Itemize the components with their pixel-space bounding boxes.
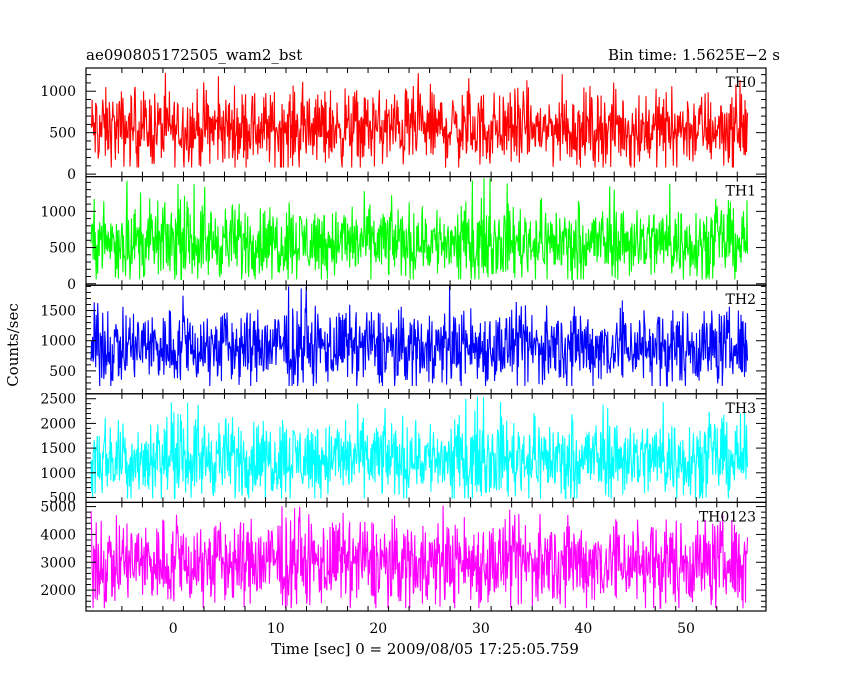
panel-th3: 500 1000 1500 2000 2500 TH3	[40, 392, 767, 506]
y-tick-label: 500	[49, 364, 76, 380]
y-tick-label: 1500	[40, 441, 76, 457]
y-tick-label: 500	[49, 241, 76, 257]
series-th0-line	[90, 72, 749, 168]
y-tick-label: 1000	[40, 334, 76, 350]
panels-group: 0 500 1000 TH0 0 500 1000 TH1 500 1000 1500 TH2 500 1…	[40, 67, 767, 612]
y-tick-label: 1000	[40, 204, 76, 220]
x-tick-label: 50	[677, 621, 695, 637]
panel-th1: 0 500 1000 TH1	[40, 176, 767, 293]
panel-th0: 0 500 1000 TH0	[40, 67, 767, 183]
y-tick-label: 1000	[40, 466, 76, 482]
panel-label-th2: TH2	[726, 292, 756, 308]
panel-label-th0: TH0	[726, 75, 756, 91]
y-tick-label: 4000	[40, 527, 76, 543]
y-tick-label: 1000	[40, 84, 76, 100]
y-tick-label: 2000	[40, 416, 76, 432]
x-tick-label: 40	[575, 621, 593, 637]
y-tick-label: 2500	[40, 392, 76, 408]
x-axis-title: Time [sec] 0 = 2009/08/05 17:25:05.759	[271, 640, 579, 658]
x-tick-label: 0	[169, 621, 178, 637]
series-th3-line	[90, 396, 749, 500]
y-tick-label: 0	[67, 167, 76, 183]
x-tick-label: 20	[369, 621, 387, 637]
y-tick-label: 5000	[40, 500, 76, 516]
series-th0123-line	[90, 505, 749, 609]
panel-label-th3: TH3	[726, 401, 756, 417]
y-tick-label: 0	[67, 277, 76, 293]
panel-label-th1: TH1	[726, 184, 756, 200]
chart-title-right: Bin time: 1.5625E−2 s	[608, 46, 780, 64]
y-tick-label: 1500	[40, 304, 76, 320]
x-tick-label: 10	[267, 621, 285, 637]
x-axis: 0 10 20 30 40 50	[169, 621, 695, 637]
panel-th2: 500 1000 1500 TH2	[40, 284, 767, 395]
panel-th0123: 2000 3000 4000 5000 TH0123	[40, 500, 767, 612]
y-tick-label: 500	[49, 490, 76, 506]
series-th2-line	[90, 285, 749, 387]
y-tick-label: 3000	[40, 555, 76, 571]
y-tick-label: 2000	[40, 583, 76, 599]
panel-label-th0123: TH0123	[699, 509, 756, 525]
y-axis-title: Counts/sec	[4, 303, 22, 387]
y-tick-label: 500	[49, 126, 76, 142]
series-th1-line	[90, 178, 749, 280]
chart-title-left: ae090805172505_wam2_bst	[86, 46, 302, 64]
x-tick-label: 30	[472, 621, 490, 637]
